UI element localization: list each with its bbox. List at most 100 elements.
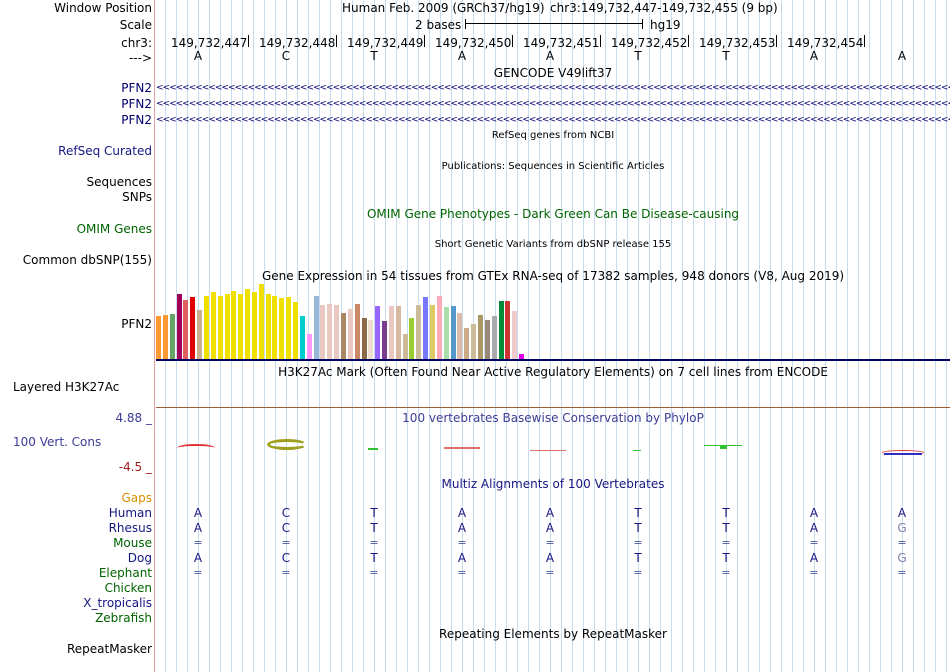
gtex-tissue-bar[interactable]	[450, 306, 456, 359]
ruler-base: T	[370, 49, 378, 63]
multiz-base: =	[721, 566, 731, 579]
gtex-tissue-bar[interactable]	[484, 320, 490, 359]
phylop-mark-a2	[444, 447, 480, 449]
gtex-tissue-bar[interactable]	[416, 305, 422, 359]
ruler-coord: 149,732,449	[347, 36, 424, 50]
gtex-tissue-bar[interactable]	[313, 296, 319, 359]
gtex-tissue-bar[interactable]	[279, 298, 285, 359]
multiz-species-label[interactable]: Zebrafish	[95, 611, 152, 625]
grid-line	[693, 0, 694, 672]
gtex-tissue-bar[interactable]	[505, 301, 511, 359]
gtex-tissue-bar[interactable]	[306, 334, 312, 359]
gencode-gene-line-2[interactable]: <<<<<<<<<<<<<<<<<<<<<<<<<<<<<<<<<<<<<<<<…	[156, 100, 950, 108]
multiz-species-label[interactable]: Rhesus	[108, 521, 152, 535]
grid-line	[880, 0, 881, 672]
gtex-tissue-bar[interactable]	[251, 292, 257, 359]
gtex-tissue-bar[interactable]	[245, 289, 251, 359]
gtex-tissue-bar[interactable]	[457, 313, 463, 359]
ruler-tick	[864, 35, 865, 47]
phylop-label[interactable]: 100 Vert. Cons	[13, 435, 102, 449]
gtex-tissue-bar[interactable]	[409, 318, 415, 359]
gencode-gene-label-3[interactable]: PFN2	[121, 113, 152, 127]
gtex-tissue-bar[interactable]	[512, 311, 518, 359]
gtex-tissue-bar[interactable]	[334, 305, 340, 359]
gtex-tissue-bar[interactable]	[340, 313, 346, 359]
position-text[interactable]: chr3:149,732,447-149,732,455 (9 bp)	[550, 1, 778, 15]
multiz-species-label[interactable]: X_tropicalis	[83, 596, 152, 610]
gtex-tissue-bar[interactable]	[190, 297, 196, 359]
multiz-species-label[interactable]: Elephant	[98, 566, 152, 580]
pubs-snps-label[interactable]: SNPs	[122, 190, 152, 204]
gtex-tissue-bar[interactable]	[210, 292, 216, 359]
gtex-tissue-bar[interactable]	[430, 305, 435, 359]
gtex-tissue-bar[interactable]	[436, 296, 442, 359]
grid-line	[594, 0, 595, 672]
gtex-tissue-bar[interactable]	[197, 310, 203, 359]
gtex-tissue-bar[interactable]	[477, 315, 483, 359]
ruler-tick	[424, 35, 425, 47]
gtex-tissue-bar[interactable]	[464, 328, 470, 359]
grid-line	[528, 0, 529, 672]
gtex-tissue-bar[interactable]	[320, 305, 326, 359]
gtex-chart[interactable]	[156, 284, 536, 359]
pubs-sequences-label[interactable]: Sequences	[86, 175, 152, 189]
multiz-base: =	[545, 536, 555, 549]
multiz-base: =	[369, 566, 379, 579]
gtex-tissue-bar[interactable]	[443, 307, 449, 359]
gtex-tissue-bar[interactable]	[347, 309, 353, 359]
h3k27ac-label[interactable]: Layered H3K27Ac	[13, 380, 120, 394]
multiz-gaps-label[interactable]: Gaps	[121, 491, 152, 505]
gtex-tissue-bar[interactable]	[238, 294, 244, 359]
gtex-tissue-bar[interactable]	[382, 321, 388, 359]
gtex-tissue-bar[interactable]	[286, 297, 292, 359]
gtex-tissue-bar[interactable]	[402, 334, 408, 359]
gtex-tissue-bar[interactable]	[491, 316, 497, 359]
gtex-tissue-bar[interactable]	[265, 294, 271, 359]
rmsk-label[interactable]: RepeatMasker	[66, 642, 152, 656]
gtex-label[interactable]: PFN2	[121, 317, 152, 331]
gtex-tissue-bar[interactable]	[388, 306, 394, 359]
gtex-tissue-bar[interactable]	[224, 294, 230, 359]
rmsk-title: Repeating Elements by RepeatMasker	[439, 627, 667, 641]
multiz-base: =	[809, 536, 819, 549]
gtex-tissue-bar[interactable]	[471, 324, 477, 359]
multiz-base: =	[281, 566, 291, 579]
gtex-tissue-bar[interactable]	[293, 302, 298, 359]
gtex-tissue-bar[interactable]	[217, 296, 223, 359]
gtex-tissue-bar[interactable]	[162, 315, 168, 359]
gtex-tissue-bar[interactable]	[258, 284, 264, 359]
gtex-tissue-bar[interactable]	[354, 304, 360, 359]
multiz-species-label[interactable]: Human	[108, 506, 152, 520]
gencode-gene-line-3[interactable]: <<<<<<<<<<<<<<<<<<<<<<<<<<<<<<<<<<<<<<<<…	[156, 116, 950, 124]
gtex-tissue-bar[interactable]	[423, 297, 429, 359]
gtex-tissue-bar[interactable]	[156, 316, 161, 359]
refseq-label[interactable]: RefSeq Curated	[58, 144, 152, 158]
gencode-gene-label-2[interactable]: PFN2	[121, 97, 152, 111]
gtex-tissue-bar[interactable]	[519, 354, 525, 359]
gtex-tissue-bar[interactable]	[272, 296, 278, 359]
gtex-tissue-bar[interactable]	[231, 291, 237, 359]
omim-label[interactable]: OMIM Genes	[76, 222, 152, 236]
gtex-tissue-bar[interactable]	[327, 304, 333, 359]
multiz-base: T	[370, 506, 378, 520]
multiz-species-label[interactable]: Dog	[127, 551, 152, 565]
gencode-gene-label-1[interactable]: PFN2	[121, 81, 152, 95]
phylop-mark-a4b	[884, 453, 922, 455]
gtex-tissue-bar[interactable]	[203, 296, 209, 359]
gtex-tissue-bar[interactable]	[183, 300, 189, 359]
gtex-tissue-bar[interactable]	[169, 314, 175, 359]
gencode-gene-line-1[interactable]: <<<<<<<<<<<<<<<<<<<<<<<<<<<<<<<<<<<<<<<<…	[156, 84, 950, 92]
gtex-tissue-bar[interactable]	[299, 316, 305, 359]
gtex-tissue-bar[interactable]	[375, 306, 381, 359]
multiz-species-label[interactable]: Chicken	[104, 581, 152, 595]
phylop-mark-t3	[704, 445, 742, 446]
dbsnp-label[interactable]: Common dbSNP(155)	[22, 253, 152, 267]
gtex-tissue-bar[interactable]	[368, 320, 374, 359]
ruler-base: A	[193, 49, 203, 63]
gtex-tissue-bar[interactable]	[176, 294, 182, 359]
scale-label: Scale	[119, 18, 152, 32]
gtex-tissue-bar[interactable]	[498, 301, 504, 359]
gtex-tissue-bar[interactable]	[395, 306, 401, 359]
multiz-species-label[interactable]: Mouse	[113, 536, 152, 550]
gtex-tissue-bar[interactable]	[361, 318, 367, 359]
